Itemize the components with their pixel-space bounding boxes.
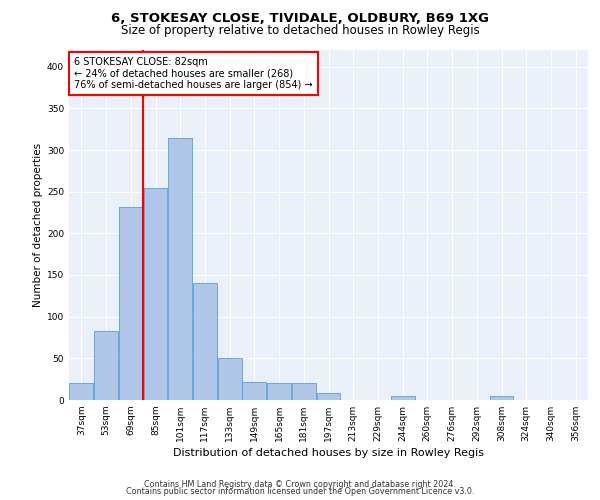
Text: Contains public sector information licensed under the Open Government Licence v3: Contains public sector information licen…	[126, 487, 474, 496]
Bar	[391, 396, 415, 400]
Bar	[267, 384, 291, 400]
Bar	[143, 188, 167, 400]
Y-axis label: Number of detached properties: Number of detached properties	[33, 143, 43, 307]
Bar	[94, 331, 118, 400]
Text: Contains HM Land Registry data © Crown copyright and database right 2024.: Contains HM Land Registry data © Crown c…	[144, 480, 456, 489]
Bar	[193, 282, 217, 400]
Bar	[242, 382, 266, 400]
Bar	[292, 384, 316, 400]
Bar	[119, 206, 143, 400]
Bar	[70, 384, 94, 400]
Text: 6 STOKESAY CLOSE: 82sqm
← 24% of detached houses are smaller (268)
76% of semi-d: 6 STOKESAY CLOSE: 82sqm ← 24% of detache…	[74, 57, 313, 90]
X-axis label: Distribution of detached houses by size in Rowley Regis: Distribution of detached houses by size …	[173, 448, 484, 458]
Bar	[490, 396, 514, 400]
Text: Size of property relative to detached houses in Rowley Regis: Size of property relative to detached ho…	[121, 24, 479, 37]
Bar	[317, 394, 340, 400]
Bar	[168, 138, 192, 400]
Bar	[218, 358, 242, 400]
Text: 6, STOKESAY CLOSE, TIVIDALE, OLDBURY, B69 1XG: 6, STOKESAY CLOSE, TIVIDALE, OLDBURY, B6…	[111, 12, 489, 25]
